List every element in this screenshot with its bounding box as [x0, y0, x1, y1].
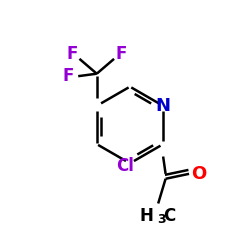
Text: N: N — [156, 97, 171, 115]
Text: F: F — [66, 45, 78, 63]
Text: H: H — [139, 207, 153, 225]
Text: C: C — [163, 207, 175, 225]
Text: 3: 3 — [157, 213, 166, 226]
Text: Cl: Cl — [116, 157, 134, 175]
Text: F: F — [116, 45, 127, 63]
Text: O: O — [191, 165, 206, 183]
Text: F: F — [63, 67, 74, 85]
